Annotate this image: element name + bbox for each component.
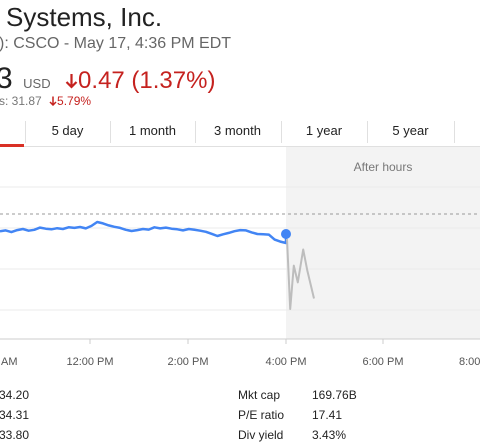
price-change-value: 0.47 (1.37%) — [78, 67, 216, 94]
x-tick-label: AM — [1, 356, 18, 368]
after-hours-shade — [286, 147, 480, 339]
tab-divider — [367, 121, 368, 143]
stat-mkt-cap: Mkt cap 169.76B — [238, 385, 357, 405]
after-hours-price-line — [286, 238, 315, 310]
current-price: 3 — [0, 62, 13, 95]
tab-divider — [195, 121, 196, 143]
company-title: Systems, Inc. — [6, 2, 163, 32]
price-change: 0.47 (1.37%) — [65, 67, 215, 94]
currency-label: USD — [23, 76, 51, 91]
stat-value: 34.20 — [0, 388, 30, 402]
stat-value: 34.31 — [0, 408, 30, 422]
stat-value: 169.76B — [312, 388, 357, 402]
arrow-down-icon — [49, 96, 57, 107]
tab-3-month[interactable]: 3 month — [214, 123, 261, 138]
ticker-subtitle: ): CSCO - May 17, 4:36 PM EDT — [0, 35, 232, 52]
stat-label: P/E ratio — [238, 408, 285, 422]
stat-label: Div yield — [238, 428, 284, 442]
arrow-down-icon — [65, 74, 78, 89]
stat-value: 17.41 — [312, 408, 343, 422]
tab-divider — [110, 121, 111, 143]
x-tick-label: 8:00 — [459, 356, 480, 368]
close-point-marker — [281, 229, 291, 239]
stats-left: 34.20 34.31 33.80 — [0, 385, 29, 445]
after-hours-label: After hours — [354, 160, 413, 174]
stat-value: 3.43% — [312, 428, 347, 442]
range-tabs: 5 day 1 month 3 month 1 year 5 year — [0, 117, 480, 147]
intraday-price-line — [0, 220, 288, 245]
after-hours-price: s: 31.87 — [0, 94, 42, 108]
tab-5-year[interactable]: 5 year — [392, 123, 429, 138]
stat-pe-ratio: P/E ratio 17.41 — [238, 405, 357, 425]
stat-value: 33.80 — [0, 428, 30, 442]
x-tick-label: 2:00 PM — [168, 356, 209, 368]
tab-divider — [454, 121, 455, 143]
x-tick-label: 4:00 PM — [266, 356, 307, 368]
tab-divider — [25, 121, 26, 143]
stat-label: Mkt cap — [238, 388, 281, 402]
price-row: 3 USD 0.47 (1.37%) — [0, 62, 215, 96]
x-tick-label: 12:00 PM — [66, 356, 113, 368]
tab-divider — [281, 121, 282, 143]
tab-1-month[interactable]: 1 month — [129, 123, 176, 138]
tab-1-year[interactable]: 1 year — [305, 123, 343, 138]
active-tab-indicator — [0, 144, 24, 147]
x-tick-label: 6:00 PM — [363, 356, 404, 368]
after-hours-change: 5.79% — [49, 94, 91, 108]
price-chart[interactable]: After hours AM 12:00 PM 2:00 PM 4:00 PM … — [0, 147, 480, 377]
stat-div-yield: Div yield 3.43% — [238, 425, 357, 445]
stats-right: Mkt cap 169.76B P/E ratio 17.41 Div yield 3… — [238, 385, 357, 445]
tab-5-day[interactable]: 5 day — [51, 123, 84, 138]
after-hours-change-value: 5.79% — [57, 94, 92, 108]
after-hours-row: s: 31.87 5.79% — [0, 94, 91, 108]
